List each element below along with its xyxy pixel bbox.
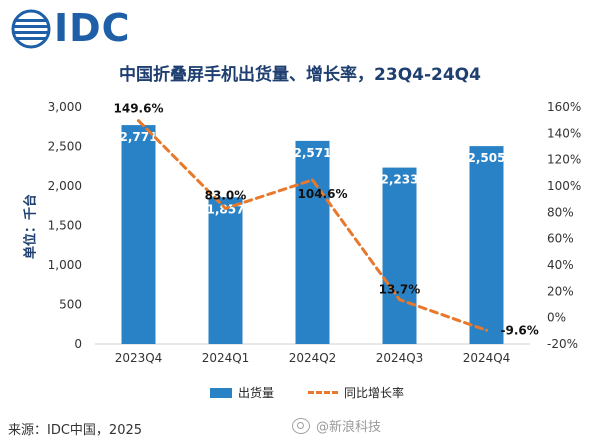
y-left-tick-label: 1,000 [48, 258, 82, 272]
x-tick-label: 2024Q4 [463, 351, 511, 365]
growth-point-2024Q4 [485, 328, 488, 332]
legend-item-shipments: 出货量 [210, 384, 274, 401]
x-tick-label: 2024Q2 [289, 351, 337, 365]
growth-value-label: -9.6% [501, 323, 539, 337]
globe-icon [11, 9, 51, 49]
y-right-tick-label: 120% [547, 153, 581, 167]
y-right-tick-label: 140% [547, 126, 581, 140]
y-right-tick-label: 60% [547, 232, 574, 246]
chart-legend: 出货量 同比增长率 [0, 384, 600, 402]
logo-wordmark: IDC [54, 6, 131, 50]
y-right-tick-label: 0% [547, 311, 566, 325]
y-left-tick-label: 2,000 [48, 179, 82, 193]
y-right-tick-label: 40% [547, 258, 574, 272]
x-tick-label: 2024Q1 [202, 351, 250, 365]
bar-2024Q1 [208, 197, 243, 344]
x-tick-label: 2023Q4 [115, 351, 163, 365]
y-left-tick-label: 0 [74, 337, 82, 351]
growth-value-label: 13.7% [379, 283, 421, 297]
bar-2024Q4 [469, 146, 504, 344]
growth-value-label: 149.6% [114, 102, 164, 116]
chart-plot: 0 500 1,000 1,500 2,000 2,500 3,000 -20% 0% 20% 40… [48, 100, 582, 365]
legend-label-growth: 同比增长率 [344, 386, 405, 400]
weibo-icon [292, 417, 310, 434]
bar-2024Q3 [382, 167, 417, 344]
growth-point-2024Q2 [311, 178, 314, 182]
bar-2023Q4 [121, 125, 156, 344]
growth-point-2023Q4 [137, 119, 140, 123]
y-right-tick-label: 20% [547, 284, 574, 298]
idc-logo: IDC [10, 6, 170, 50]
watermark: @新浪科技 [292, 416, 381, 435]
legend-line-swatch [308, 391, 338, 394]
source-note: 来源：IDC中国，2025 [8, 423, 143, 438]
bar-value-label: 2,505 [468, 151, 506, 165]
bar-value-label: 2,233 [381, 173, 419, 187]
y-left-tick-label: 3,000 [48, 100, 82, 114]
chart-title: 中国折叠屏手机出货量、增长率，23Q4-24Q4 [119, 65, 481, 85]
legend-item-growth: 同比增长率 [308, 384, 404, 401]
y-left-tick-label: 500 [59, 298, 82, 312]
x-tick-label: 2024Q3 [376, 351, 424, 365]
growth-point-2024Q3 [398, 298, 401, 302]
bar-value-label: 2,571 [294, 146, 332, 160]
bar-value-label: 2,771 [120, 130, 158, 144]
watermark-text: @新浪科技 [316, 420, 382, 435]
growth-value-label: 83.0% [205, 188, 247, 202]
growth-point-2024Q1 [224, 206, 227, 210]
y-right-tick-label: 80% [547, 205, 574, 219]
y-left-tick-label: 1,500 [48, 219, 82, 233]
bar-2024Q2 [295, 140, 330, 344]
legend-label-shipments: 出货量 [238, 386, 275, 400]
y-right-tick-label: 100% [547, 179, 581, 193]
y-right-tick-label: -20% [547, 337, 578, 351]
y-left-tick-label: 2,500 [48, 140, 82, 154]
growth-value-label: 104.6% [298, 187, 348, 201]
legend-bar-swatch [210, 387, 232, 398]
y-right-tick-label: 160% [547, 100, 581, 114]
